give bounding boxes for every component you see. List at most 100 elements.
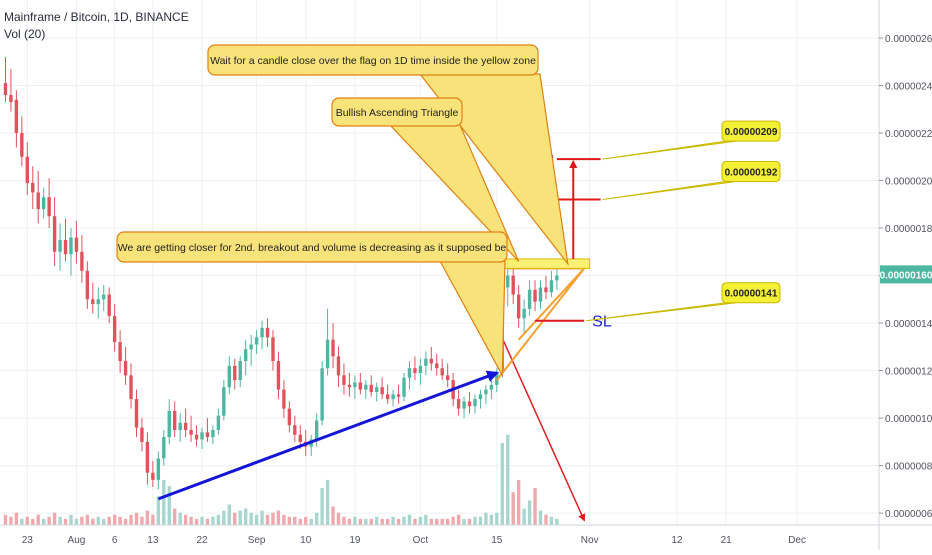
candle-body	[200, 432, 204, 440]
volume-bar	[549, 516, 554, 525]
candle	[36, 171, 40, 224]
volume-bar	[249, 512, 253, 525]
volume-bar	[205, 518, 210, 525]
callout-text: Bullish Ascending Triangle	[336, 107, 459, 119]
candle	[14, 90, 19, 148]
candle	[91, 282, 95, 314]
candle	[336, 346, 341, 388]
candle	[413, 356, 417, 381]
volume-bar	[271, 512, 275, 525]
candle	[47, 178, 51, 229]
candle-body	[36, 192, 40, 210]
volume-bar	[511, 492, 515, 525]
volume-bar	[522, 508, 526, 525]
callout-box	[116, 231, 508, 263]
volume-bar	[276, 510, 281, 525]
candle	[238, 356, 242, 388]
volume-bar	[74, 518, 79, 525]
x-tick-label: 10	[300, 535, 312, 546]
current-price-tag: 0.00000160	[880, 265, 932, 284]
volume-bar	[3, 514, 8, 525]
target-sl: SL 0.00000141	[535, 282, 781, 331]
candle-body	[527, 289, 532, 309]
candle	[478, 389, 483, 409]
candle-body	[445, 375, 450, 381]
candle	[325, 308, 330, 376]
volume-bar	[555, 518, 559, 525]
volume-bar	[287, 516, 292, 525]
volume-bar	[451, 516, 455, 525]
volume-bar	[544, 514, 548, 525]
candle-body	[325, 339, 330, 369]
candle-body	[167, 410, 171, 438]
candle-body	[424, 358, 428, 366]
volume-bar	[500, 443, 504, 525]
candle	[243, 339, 248, 376]
volume-bar	[14, 512, 19, 525]
candle-body	[380, 387, 384, 395]
candle-body	[63, 239, 68, 255]
volume-bar	[194, 518, 199, 525]
current-price-label: 0.00000160	[880, 270, 932, 281]
candle	[533, 280, 537, 312]
volume-bar	[484, 512, 488, 525]
volume-bar	[418, 516, 423, 525]
volume-bar	[189, 516, 193, 525]
candle-body	[516, 294, 521, 319]
volume-bar	[96, 516, 100, 525]
volume-bar	[36, 514, 40, 525]
volume-bar	[336, 512, 341, 525]
price-callout-box	[721, 120, 781, 142]
volume-bar	[440, 518, 444, 525]
candle	[287, 401, 292, 433]
x-tick-label: 15	[491, 535, 503, 546]
volume-bar	[429, 518, 434, 525]
candle	[380, 377, 384, 400]
candle-body	[544, 287, 548, 293]
volume-bar	[80, 516, 84, 525]
volume-bar	[134, 512, 139, 525]
volume-bar	[254, 514, 259, 525]
volume-bar	[243, 508, 248, 525]
volume-bar	[396, 518, 401, 525]
candle-body	[276, 361, 281, 390]
volume-bar	[467, 518, 472, 525]
candle-body	[396, 394, 401, 397]
triangle-support-line	[496, 267, 585, 381]
candle	[167, 399, 171, 445]
volume-bar	[331, 506, 335, 525]
volume-bar	[9, 516, 13, 525]
candle-body	[555, 275, 559, 281]
candle	[123, 346, 128, 385]
price-callout-box	[721, 161, 781, 183]
x-tick-label: Aug	[68, 535, 86, 546]
price-callout-text: 0.00000209	[725, 127, 778, 138]
volume-bar	[156, 496, 161, 525]
candle	[358, 372, 363, 395]
candle	[63, 218, 68, 262]
volume-bar	[167, 486, 171, 525]
candle-body	[533, 289, 537, 302]
candle	[183, 408, 188, 438]
candle-body	[227, 365, 231, 388]
candle	[516, 285, 521, 328]
candle	[151, 460, 155, 487]
volume-bar	[516, 479, 521, 525]
candle-body	[216, 415, 221, 430]
candle	[418, 358, 423, 385]
volume-bar	[173, 508, 177, 525]
candle-body	[336, 356, 341, 376]
candle	[484, 384, 488, 404]
volume-bar	[140, 516, 144, 525]
candle	[134, 389, 139, 438]
x-tick-label: Oct	[413, 535, 429, 546]
candle-body	[140, 427, 144, 442]
candle	[260, 320, 264, 350]
x-tick-label: 22	[196, 535, 208, 546]
candle-body	[358, 382, 363, 390]
volume-bar	[178, 512, 182, 525]
candle	[375, 382, 379, 402]
